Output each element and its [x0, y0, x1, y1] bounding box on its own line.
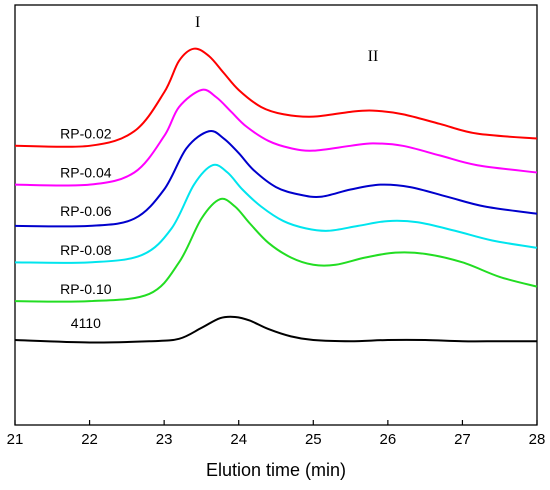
series-line-rp-0-02: [14, 47, 538, 148]
series-label: RP-0.06: [60, 203, 112, 219]
x-tick-label: 22: [81, 431, 98, 448]
series-label: 4110: [71, 315, 101, 331]
x-tick-label: 21: [7, 431, 24, 448]
peak-annotation: II: [368, 48, 379, 65]
x-axis-title: Elution time (min): [206, 460, 346, 480]
series-label: RP-0.02: [60, 126, 112, 142]
series-line-4110: [14, 315, 537, 344]
x-tick-label: 26: [380, 431, 397, 448]
series-line-rp-0-08: [14, 163, 538, 264]
peak-annotation: I: [195, 14, 200, 31]
x-tick-label: 24: [230, 431, 247, 448]
series-line-rp-0-10: [14, 197, 538, 303]
series-label: RP-0.10: [60, 281, 112, 297]
x-tick-label: 28: [529, 431, 546, 448]
x-tick-label: 27: [454, 431, 471, 448]
plot-frame: [14, 4, 538, 426]
series-labels: RP-0.02 RP-0.04 RP-0.06 RP-0.08 RP-0.10 4110: [60, 126, 112, 331]
series-line-rp-0-06: [14, 129, 538, 228]
x-axis-ticks: 21 22 23 24 25 26 27 28: [7, 420, 546, 448]
series-lines: [14, 47, 538, 344]
series-label: RP-0.04: [60, 164, 112, 180]
peak-annotations: III: [195, 14, 378, 65]
x-tick-label: 23: [156, 431, 173, 448]
x-tick-label: 25: [305, 431, 322, 448]
series-label: RP-0.08: [60, 242, 112, 258]
series-line-rp-0-04: [14, 88, 538, 187]
